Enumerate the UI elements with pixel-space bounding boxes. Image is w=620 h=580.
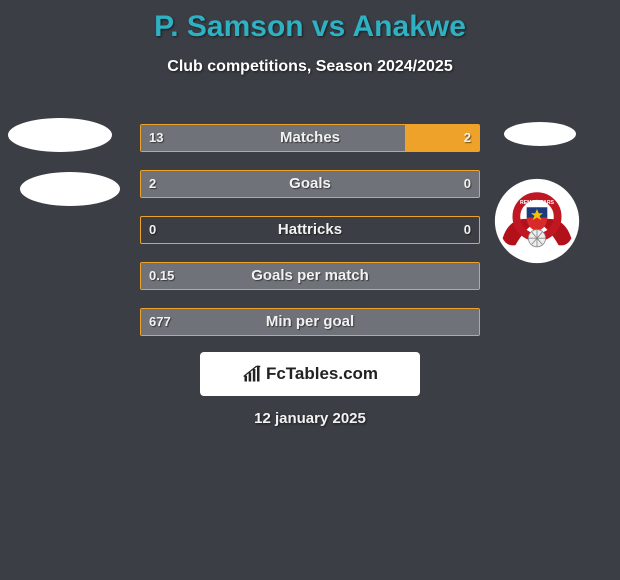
stat-rows: 132Matches20Goals00Hattricks0.15Goals pe… [140, 124, 480, 354]
stat-value-left: 677 [141, 309, 179, 335]
stat-bar-left [141, 309, 479, 335]
player1-club-placeholder [20, 172, 120, 206]
date-text: 12 january 2025 [0, 410, 620, 427]
stat-value-left: 0.15 [141, 263, 182, 289]
comparison-card: P. Samson vs Anakwe Club competitions, S… [0, 0, 620, 580]
stat-row: 677Min per goal [140, 308, 480, 336]
stat-row: 0.15Goals per match [140, 262, 480, 290]
stat-row: 132Matches [140, 124, 480, 152]
stat-bar-left [141, 171, 479, 197]
stat-value-right: 0 [456, 171, 479, 197]
svg-text:REMO STARS: REMO STARS [520, 200, 555, 206]
stat-value-left: 0 [141, 217, 164, 243]
stat-row: 0 0Hattricks [140, 216, 480, 244]
stat-bar-left [141, 263, 479, 289]
watermark: FcTables.com [200, 352, 420, 396]
stat-bar-left [141, 125, 405, 151]
stat-value-left: 2 [141, 171, 164, 197]
stat-value-left: 13 [141, 125, 171, 151]
subtitle: Club competitions, Season 2024/2025 [0, 58, 620, 76]
stat-value-right: 0 [456, 217, 479, 243]
stat-row: 20Goals [140, 170, 480, 198]
stat-label: Hattricks [141, 217, 479, 243]
chart-icon [242, 364, 262, 384]
page-title: P. Samson vs Anakwe [0, 0, 620, 44]
stat-value-right: 2 [456, 125, 479, 151]
watermark-text: FcTables.com [266, 364, 378, 384]
player2-silhouette [504, 122, 576, 146]
stat-value-right [463, 309, 479, 335]
stat-value-right [463, 263, 479, 289]
player2-club-badge: REMO STARS [494, 178, 580, 264]
player1-silhouette [8, 118, 112, 152]
